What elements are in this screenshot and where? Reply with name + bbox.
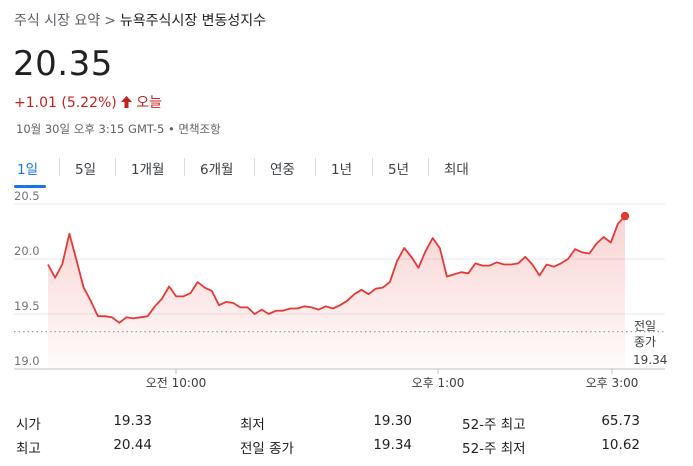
previous-close-label: 종가 xyxy=(634,335,656,349)
y-tick-label: 19.0 xyxy=(14,354,40,368)
stat-value-52w-high: 65.73 xyxy=(601,413,640,429)
breadcrumb-separator: > xyxy=(104,13,116,29)
stats-table: 시가 19.33 최저 19.30 52-주 최고 65.73 최고 20.44… xyxy=(0,405,693,465)
tab-divider xyxy=(115,158,116,176)
tab-divider xyxy=(315,158,316,176)
tab-divider xyxy=(372,158,373,176)
stat-label-52w-low: 52-주 최저 xyxy=(462,441,526,457)
previous-close-value: 19.34 xyxy=(633,353,667,367)
price-change: +1.01 (5.22%) 오늘 xyxy=(14,92,162,112)
price-line xyxy=(47,215,626,324)
tab-divider xyxy=(428,158,429,176)
stat-label-52w-high: 52-주 최고 xyxy=(462,417,526,433)
tab-divider xyxy=(184,158,185,176)
stat-label-open: 시가 xyxy=(16,417,41,433)
x-tick-label: 오후 1:00 xyxy=(412,376,465,390)
stat-label-prev-close: 전일 종가 xyxy=(240,441,294,457)
previous-close-label: 전일 xyxy=(634,319,656,333)
up-arrow-icon xyxy=(120,96,132,108)
y-tick-label: 20.0 xyxy=(14,244,40,258)
range-tabs: 1일 5일 1개월 6개월 연중 1년 5년 최대 xyxy=(0,152,693,188)
price-change-value: +1.01 (5.22%) xyxy=(14,95,117,111)
last-price-marker xyxy=(620,211,630,221)
tab-1m[interactable]: 1개월 xyxy=(131,162,165,178)
stat-value-prev-close: 19.34 xyxy=(373,437,412,453)
x-tick-label: 오전 10:00 xyxy=(146,376,206,390)
breadcrumb: 주식 시장 요약 > 뉴욕주식시장 변동성지수 xyxy=(14,10,266,30)
tab-6m[interactable]: 6개월 xyxy=(200,162,234,178)
tab-divider xyxy=(254,158,255,176)
tab-ytd[interactable]: 연중 xyxy=(270,162,295,178)
tab-1d[interactable]: 1일 xyxy=(17,162,39,178)
y-tick-label: 19.5 xyxy=(14,299,40,313)
stat-value-52w-low: 10.62 xyxy=(601,437,640,453)
x-tick-label: 오후 3:00 xyxy=(586,376,639,390)
tab-5y[interactable]: 5년 xyxy=(388,162,410,178)
quote-timestamp: 10월 30일 오후 3:15 GMT-5 • 면책조항 xyxy=(16,122,221,136)
current-price: 20.35 xyxy=(13,44,113,84)
stat-value-high: 20.44 xyxy=(113,437,152,453)
breadcrumb-current: 뉴욕주식시장 변동성지수 xyxy=(119,13,267,29)
stat-label-high: 최고 xyxy=(16,441,41,457)
tab-max[interactable]: 최대 xyxy=(444,162,469,178)
stat-label-low: 최저 xyxy=(240,417,265,433)
tab-5d[interactable]: 5일 xyxy=(75,162,97,178)
price-area xyxy=(48,216,625,369)
stat-value-low: 19.30 xyxy=(373,413,412,429)
tab-1y[interactable]: 1년 xyxy=(331,162,353,178)
breadcrumb-root-link[interactable]: 주식 시장 요약 xyxy=(14,13,101,29)
change-period: 오늘 xyxy=(136,95,162,111)
active-tab-indicator xyxy=(14,185,46,188)
tab-divider xyxy=(59,158,60,176)
y-tick-label: 20.5 xyxy=(14,189,40,203)
stat-value-open: 19.33 xyxy=(113,413,152,429)
